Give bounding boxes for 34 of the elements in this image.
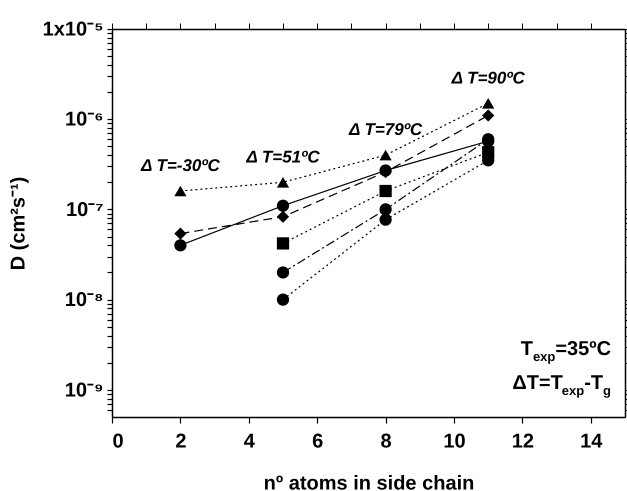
x-tick-label: 2 <box>175 430 186 452</box>
y-tick-label: 10⁻⁹ <box>64 379 104 402</box>
annotation: Δ T=90ºC <box>450 68 526 88</box>
annotation: Δ T=79ºC <box>348 120 423 140</box>
point <box>379 150 392 160</box>
x-axis-title: nº atoms in side chain <box>264 472 474 491</box>
point <box>174 239 187 252</box>
y-axis-title: D (cm²s⁻¹) <box>8 176 30 270</box>
x-tick-label: 10 <box>443 430 466 452</box>
annotation: Δ T=-30ºC <box>140 156 221 176</box>
point <box>276 266 290 279</box>
point <box>482 109 494 122</box>
point <box>276 176 290 188</box>
point <box>379 214 392 226</box>
x-tick-label: 12 <box>512 430 534 452</box>
point <box>379 184 392 198</box>
point <box>276 237 290 250</box>
x-tick-label: 8 <box>380 430 392 452</box>
point <box>276 294 290 306</box>
point <box>482 98 494 109</box>
y-tick-label: 10⁻⁶ <box>65 108 104 131</box>
point <box>174 227 187 240</box>
y-tick-label: 1x10⁻⁵ <box>42 18 104 40</box>
annotation: Δ T=51ºC <box>245 147 320 166</box>
y-tick-label: 10⁻⁷ <box>66 198 104 221</box>
x-tick-label: 4 <box>244 430 256 452</box>
point <box>379 203 392 216</box>
x-tick-label: 14 <box>580 430 604 452</box>
x-tick-label: 6 <box>312 430 324 452</box>
y-tick-label: 10⁻⁸ <box>64 289 104 312</box>
point <box>174 186 187 196</box>
x-tick-label: 0 <box>112 430 124 452</box>
point <box>276 200 290 212</box>
point <box>276 210 290 223</box>
